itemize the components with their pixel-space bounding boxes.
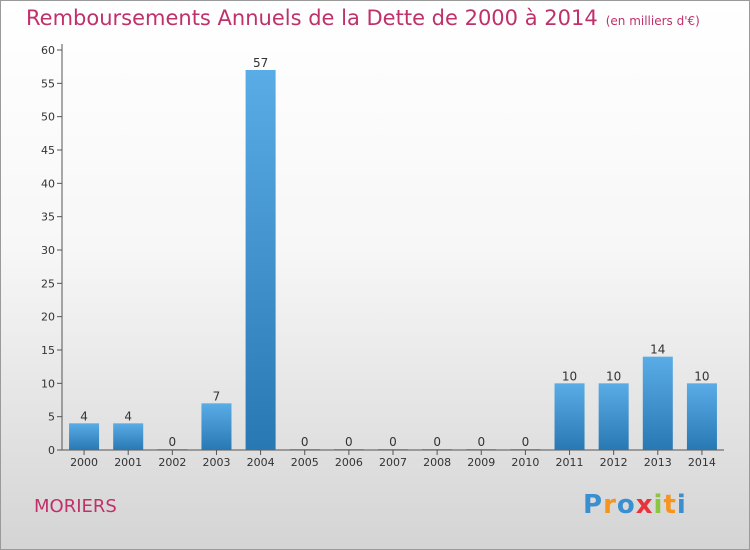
proxiti-logo[interactable]: Proxiti — [583, 490, 687, 520]
x-tick-label: 2000 — [70, 456, 98, 469]
data-label: 7 — [213, 389, 221, 403]
data-label: 4 — [80, 409, 88, 423]
y-tick-label: 35 — [41, 211, 55, 224]
data-label: 4 — [124, 409, 132, 423]
bar — [510, 449, 541, 450]
y-tick-label: 45 — [41, 144, 55, 157]
y-tick-label: 10 — [41, 377, 55, 390]
y-tick-label: 55 — [41, 77, 55, 90]
bar — [377, 449, 409, 450]
x-tick-label: 2009 — [467, 456, 495, 469]
bar — [333, 449, 364, 450]
logo-letter: i — [653, 490, 664, 520]
logo-letter: o — [616, 490, 636, 520]
data-label: 0 — [477, 435, 485, 449]
y-tick-label: 15 — [41, 344, 55, 357]
bar — [157, 449, 188, 450]
chart-title: Remboursements Annuels de la Dette de 20… — [26, 6, 700, 30]
y-tick-label: 50 — [41, 111, 55, 124]
data-label: 10 — [562, 369, 577, 383]
logo-letter: t — [663, 490, 677, 520]
x-tick-label: 2007 — [379, 456, 407, 469]
y-tick-label: 0 — [48, 444, 55, 457]
logo-letter: x — [635, 490, 654, 520]
data-label: 0 — [522, 435, 530, 449]
bar — [113, 423, 144, 450]
x-tick-label: 2006 — [335, 456, 363, 469]
x-tick-label: 2005 — [291, 456, 319, 469]
commune-name: MORIERS — [34, 496, 117, 517]
x-tick-label: 2013 — [644, 456, 672, 469]
bar — [466, 449, 497, 450]
x-tick-label: 2001 — [114, 456, 142, 469]
x-tick-label: 2010 — [511, 456, 539, 469]
x-tick-label: 2011 — [556, 456, 584, 469]
y-tick-label: 25 — [41, 277, 55, 290]
bar — [201, 403, 232, 450]
data-label: 10 — [694, 369, 709, 383]
y-tick-label: 20 — [41, 311, 55, 324]
y-tick-label: 60 — [41, 44, 55, 57]
data-label: 0 — [301, 435, 309, 449]
logo-letter: P — [583, 490, 604, 520]
data-label: 0 — [433, 435, 441, 449]
x-tick-label: 2012 — [600, 456, 628, 469]
logo-letter: r — [603, 490, 617, 520]
x-tick-label: 2014 — [688, 456, 716, 469]
chart-unit: (en milliers d'€) — [605, 14, 700, 28]
data-label: 0 — [345, 435, 353, 449]
data-label: 14 — [650, 343, 665, 357]
bar — [642, 356, 673, 450]
bar — [422, 449, 453, 450]
bar — [69, 423, 100, 450]
y-tick-label: 40 — [41, 177, 55, 190]
x-tick-label: 2003 — [202, 456, 230, 469]
data-label: 10 — [606, 369, 621, 383]
x-tick-label: 2002 — [158, 456, 186, 469]
bar — [686, 383, 717, 450]
bar — [289, 449, 320, 450]
logo-letter: i — [676, 490, 687, 520]
y-tick-label: 5 — [48, 411, 55, 424]
x-tick-label: 2004 — [247, 456, 275, 469]
bar — [554, 383, 585, 450]
x-tick-label: 2008 — [423, 456, 451, 469]
chart-title-text: Remboursements Annuels de la Dette de 20… — [26, 6, 598, 30]
data-label: 0 — [389, 435, 397, 449]
bar — [598, 383, 629, 450]
bar — [245, 70, 276, 450]
data-label: 0 — [169, 435, 177, 449]
data-label: 57 — [253, 56, 268, 70]
y-tick-label: 30 — [41, 244, 55, 257]
